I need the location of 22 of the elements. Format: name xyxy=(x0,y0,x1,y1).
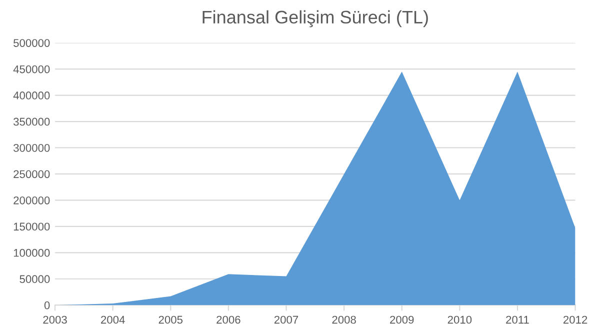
y-tick-label: 300000 xyxy=(14,144,50,152)
x-tick-label: 2011 xyxy=(506,316,529,324)
y-tick-label: 250000 xyxy=(14,170,50,178)
y-tick-label: 0 xyxy=(44,301,50,310)
x-tick-label: 2009 xyxy=(390,316,414,324)
y-tick-label: 150000 xyxy=(14,222,50,231)
y-tick-label: 450000 xyxy=(13,65,50,74)
y-tick-label: 100000 xyxy=(14,248,50,257)
x-tick-label: 2004 xyxy=(101,316,125,324)
chart-title: Finansal Gelişim Süreci (TL) xyxy=(202,10,428,28)
y-tick-label: 500000 xyxy=(14,39,50,47)
x-tick-label: 2007 xyxy=(274,316,298,324)
x-tick-label: 2003 xyxy=(43,316,67,324)
y-tick-label: 50000 xyxy=(20,275,50,284)
x-tick-label: 2005 xyxy=(158,316,183,324)
y-tick-label: 400000 xyxy=(13,92,50,100)
x-tick-label: 2012 xyxy=(563,316,588,324)
y-tick-label: 350000 xyxy=(14,118,50,126)
x-tick-label: 2006 xyxy=(216,316,240,324)
x-tick-label: 2010 xyxy=(448,316,472,324)
y-tick-label: 200000 xyxy=(14,196,50,204)
x-tick-label: 2008 xyxy=(332,316,356,324)
